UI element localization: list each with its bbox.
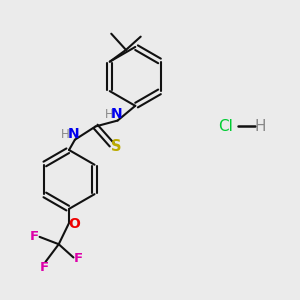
Text: Cl: Cl [218,119,232,134]
Text: O: O [68,218,80,232]
Text: H: H [61,128,70,141]
Text: S: S [111,139,122,154]
Text: F: F [74,252,83,266]
Text: F: F [39,261,49,274]
Text: F: F [30,230,39,243]
Text: N: N [110,107,122,121]
Text: N: N [68,128,79,141]
Text: H: H [255,119,266,134]
Text: H: H [104,108,113,121]
